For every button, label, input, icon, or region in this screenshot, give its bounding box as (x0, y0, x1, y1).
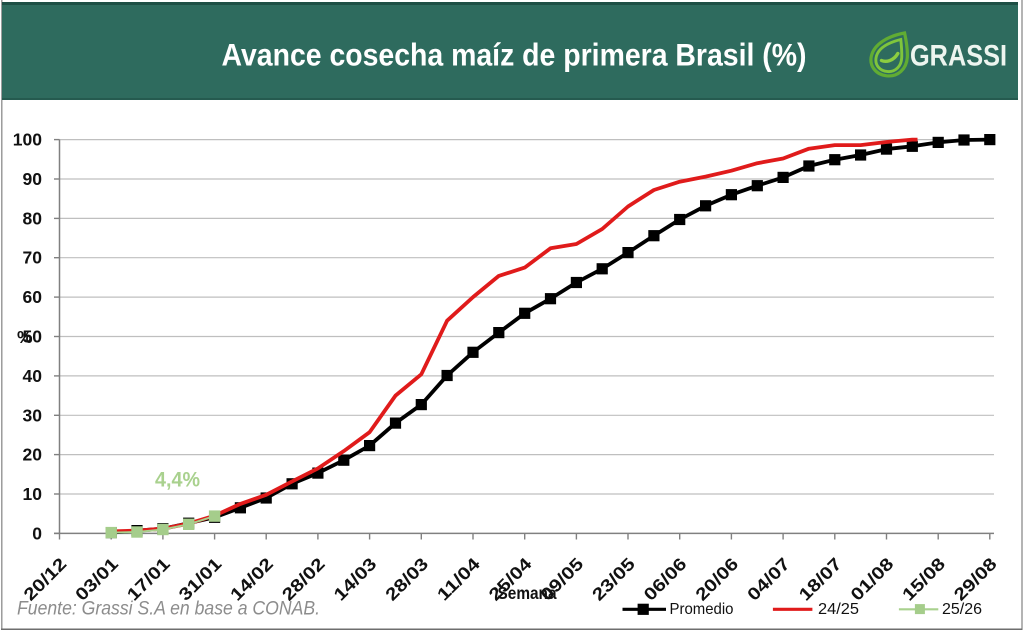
svg-text:%: % (17, 327, 33, 347)
svg-text:80: 80 (23, 208, 43, 228)
svg-text:25/26: 25/26 (942, 601, 982, 618)
svg-text:24/25: 24/25 (818, 601, 859, 618)
svg-text:60: 60 (23, 287, 43, 307)
svg-text:30: 30 (23, 405, 43, 425)
svg-text:90: 90 (23, 169, 43, 189)
svg-text:20: 20 (23, 445, 43, 465)
svg-text:10: 10 (23, 484, 43, 504)
svg-text:Avance cosecha maíz de primera: Avance cosecha maíz de primera Brasil (%… (222, 37, 807, 73)
svg-text:Semana: Semana (498, 583, 557, 603)
svg-text:Promedio: Promedio (670, 601, 734, 618)
svg-text:50: 50 (23, 327, 43, 347)
svg-text:40: 40 (23, 366, 43, 386)
svg-text:0: 0 (32, 523, 42, 543)
svg-text:4,4%: 4,4% (155, 469, 200, 492)
svg-text:Fuente: Grassi S.A en base a C: Fuente: Grassi S.A en base a CONAB. (17, 598, 320, 620)
svg-text:70: 70 (23, 248, 43, 268)
svg-text:GRASSI: GRASSI (910, 40, 1007, 73)
svg-text:100: 100 (13, 130, 42, 150)
